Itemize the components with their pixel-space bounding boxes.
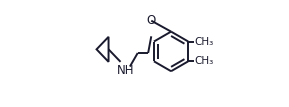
Text: NH: NH — [116, 64, 134, 77]
Text: CH₃: CH₃ — [194, 36, 214, 47]
Text: CH₃: CH₃ — [194, 56, 214, 66]
Text: O: O — [147, 14, 156, 27]
